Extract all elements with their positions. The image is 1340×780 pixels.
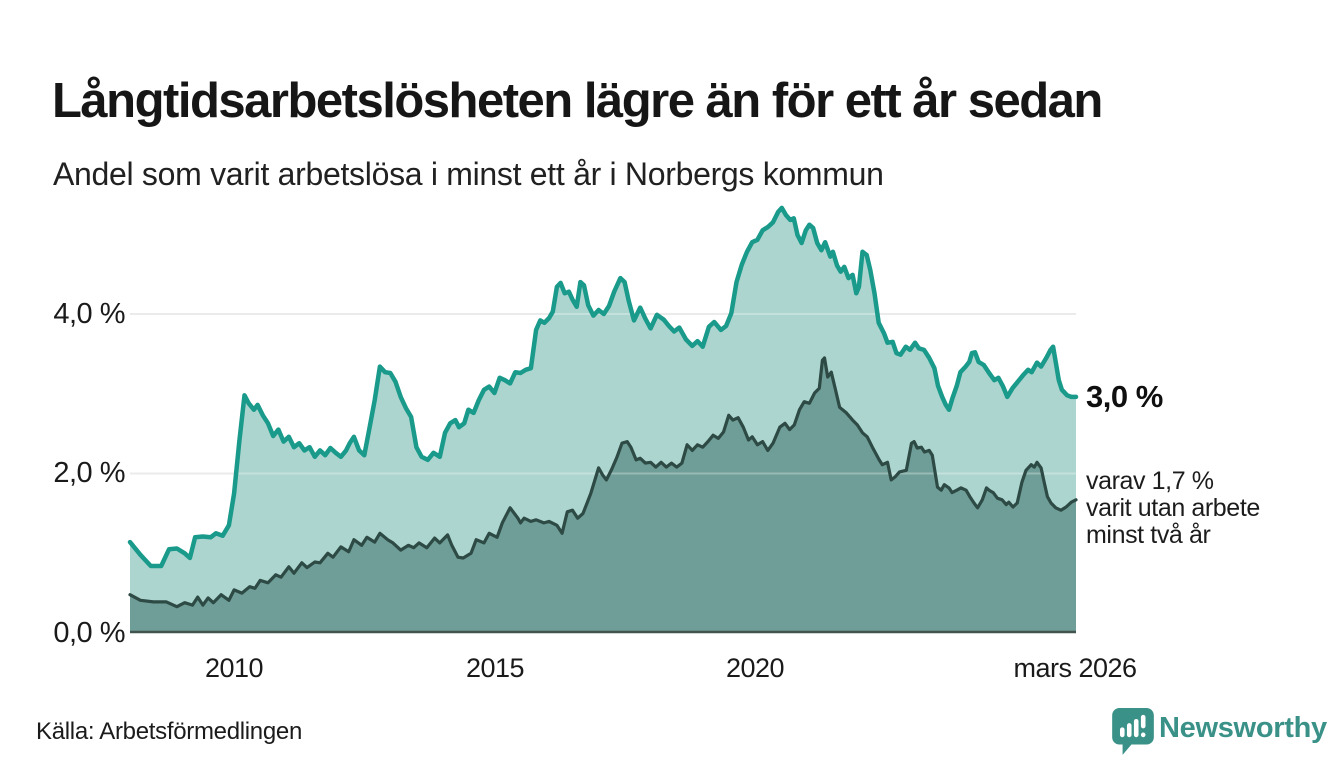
source-credit: Källa: Arbetsförmedlingen (36, 718, 302, 745)
sub-series-label-line1: varav 1,7 % (1086, 467, 1214, 495)
sub-series-label: varav 1,7 % varit utan arbete minst två … (1086, 468, 1260, 549)
sub-series-label-line2: varit utan arbete (1086, 494, 1260, 522)
y-axis-tick-4: 4,0 % (53, 298, 125, 330)
latest-value-label: 3,0 % (1086, 379, 1163, 414)
x-axis-tick-2020: 2020 (725, 653, 785, 683)
newsworthy-logo-icon (1112, 708, 1154, 755)
y-axis-tick-0: 0,0 % (53, 617, 125, 649)
page-title: Långtidsarbetslösheten lägre än för ett … (52, 73, 1103, 128)
brand-name: Newsworthy (1159, 712, 1327, 744)
page-subtitle: Andel som varit arbetslösa i minst ett å… (53, 156, 884, 192)
sub-series-label-line3: minst två år (1086, 521, 1211, 549)
y-axis-tick-2: 2,0 % (53, 457, 125, 489)
x-axis-tick-2015: 2015 (465, 653, 525, 683)
x-axis-tick-2010: 2010 (204, 653, 264, 683)
x-axis-tick-mars-2026: mars 2026 (1013, 653, 1137, 683)
